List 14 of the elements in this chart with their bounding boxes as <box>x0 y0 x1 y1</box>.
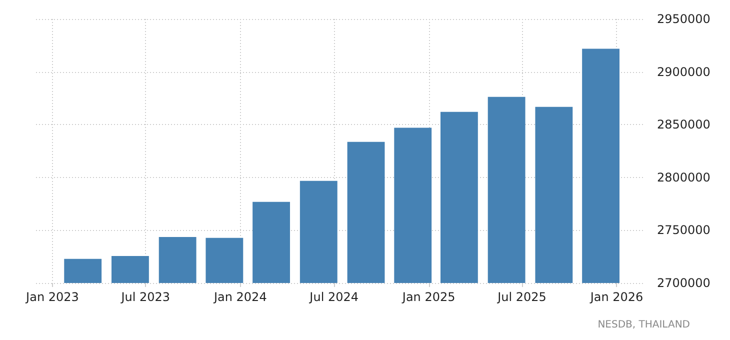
text: NESDB, THAILAND <box>598 320 690 330</box>
x-tick-label: Jan 2023 <box>25 290 79 304</box>
x-tick-label: Jul 2024 <box>308 290 359 304</box>
x-tick-label: Jan 2025 <box>401 290 456 304</box>
y-tick-label: 2850000 <box>657 118 710 132</box>
x-tick-label: Jan 2026 <box>589 290 644 304</box>
x-tick-label: Jul 2025 <box>496 290 546 304</box>
x-tick-label: Jan 2024 <box>212 290 267 304</box>
y-tick-label: 2750000 <box>657 223 710 238</box>
y-tick-label: 2700000 <box>657 276 710 290</box>
y-tick-label: 2950000 <box>657 12 710 26</box>
y-tick-label: 2800000 <box>657 170 710 184</box>
x-tick-label: Jul 2023 <box>120 290 170 304</box>
y-tick-label: 2900000 <box>657 64 710 79</box>
